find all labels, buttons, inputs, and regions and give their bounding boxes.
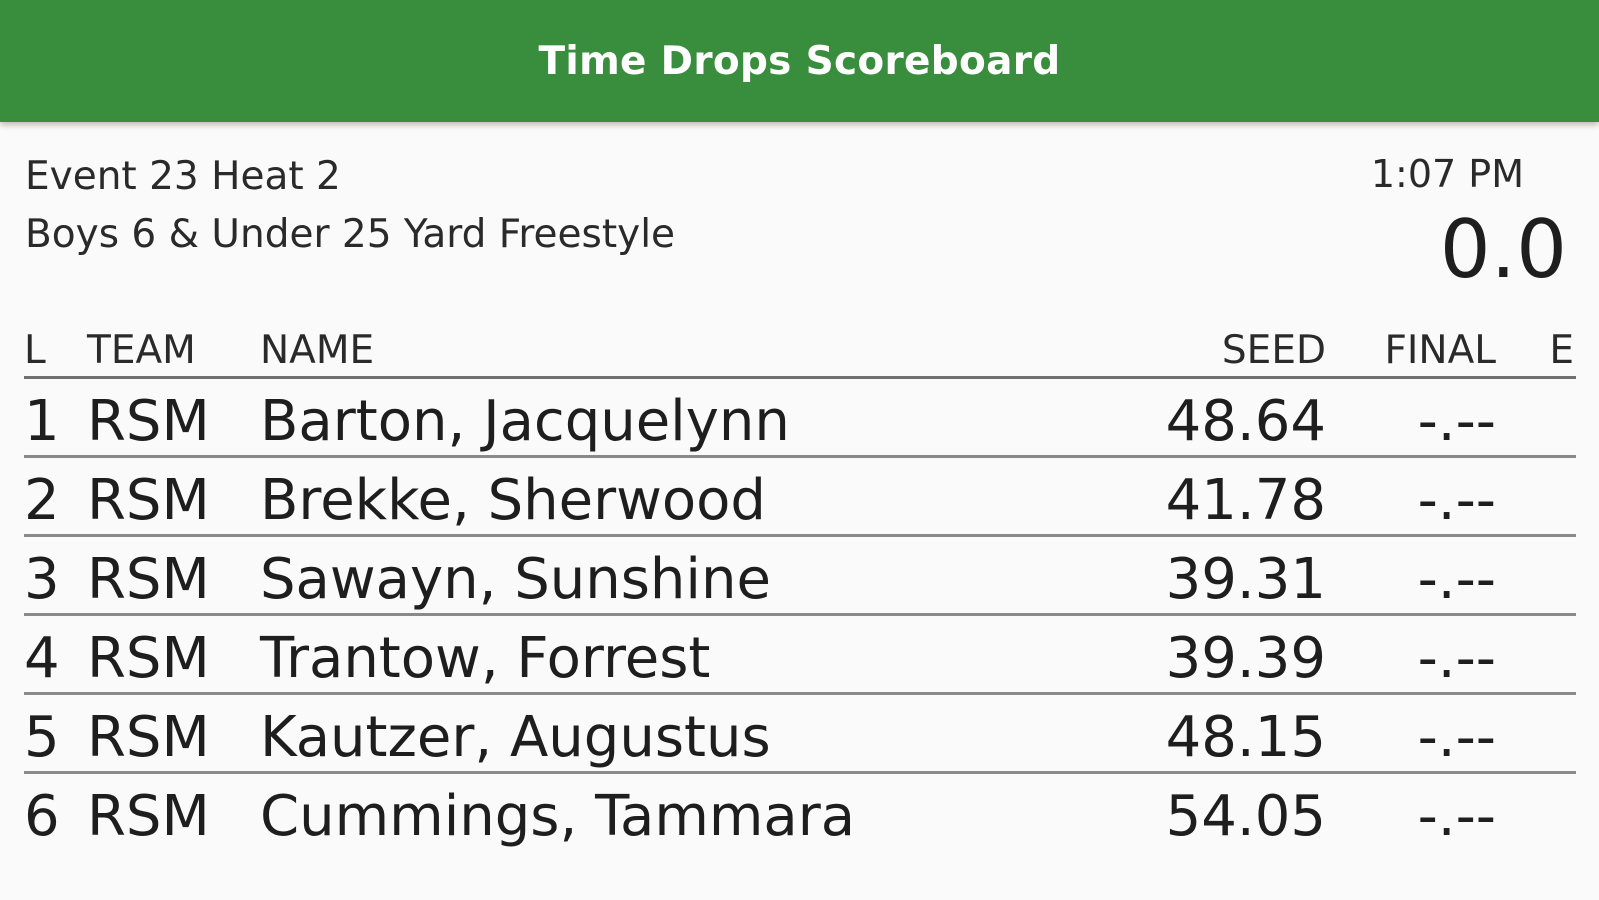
header-team: TEAM bbox=[87, 328, 196, 373]
header-lane: L bbox=[24, 328, 46, 373]
header-final: FINAL bbox=[1384, 328, 1496, 373]
lane-cell: 2 bbox=[24, 468, 60, 533]
swimmer-name-cell: Brekke, Sherwood bbox=[260, 468, 766, 533]
seed-time-cell: 39.31 bbox=[1165, 547, 1326, 612]
seed-time-cell: 48.64 bbox=[1165, 389, 1326, 454]
seed-time-cell: 39.39 bbox=[1165, 626, 1326, 691]
table-row: 2 RSM Brekke, Sherwood 41.78 -.-- bbox=[24, 458, 1576, 537]
team-cell: RSM bbox=[87, 626, 210, 691]
results-table: L TEAM NAME SEED FINAL E 1 RSM Barton, J… bbox=[24, 324, 1576, 850]
scoreboard-content: Event 23 Heat 2 Boys 6 & Under 25 Yard F… bbox=[0, 122, 1599, 900]
time-of-day: 1:07 PM bbox=[1370, 152, 1524, 196]
table-row: 3 RSM Sawayn, Sunshine 39.31 -.-- bbox=[24, 537, 1576, 616]
header-e: E bbox=[1549, 328, 1574, 373]
final-time-cell: -.-- bbox=[1417, 784, 1496, 849]
final-time-cell: -.-- bbox=[1417, 705, 1496, 770]
seed-time-cell: 54.05 bbox=[1165, 784, 1326, 849]
team-cell: RSM bbox=[87, 389, 210, 454]
seed-time-cell: 48.15 bbox=[1165, 705, 1326, 770]
table-row: 5 RSM Kautzer, Augustus 48.15 -.-- bbox=[24, 695, 1576, 774]
lane-cell: 1 bbox=[24, 389, 60, 454]
table-row: 1 RSM Barton, Jacquelynn 48.64 -.-- bbox=[24, 379, 1576, 458]
race-timer: 0.0 bbox=[1439, 203, 1567, 296]
team-cell: RSM bbox=[87, 784, 210, 849]
table-row: 6 RSM Cummings, Tammara 54.05 -.-- bbox=[24, 774, 1576, 850]
final-time-cell: -.-- bbox=[1417, 547, 1496, 612]
final-time-cell: -.-- bbox=[1417, 468, 1496, 533]
final-time-cell: -.-- bbox=[1417, 626, 1496, 691]
lane-cell: 5 bbox=[24, 705, 60, 770]
team-cell: RSM bbox=[87, 705, 210, 770]
lane-cell: 3 bbox=[24, 547, 60, 612]
lane-cell: 6 bbox=[24, 784, 60, 849]
event-name-label: Boys 6 & Under 25 Yard Freestyle bbox=[25, 212, 676, 257]
team-cell: RSM bbox=[87, 547, 210, 612]
app-title: Time Drops Scoreboard bbox=[538, 38, 1061, 84]
event-heat-label: Event 23 Heat 2 bbox=[25, 154, 341, 199]
team-cell: RSM bbox=[87, 468, 210, 533]
swimmer-name-cell: Cummings, Tammara bbox=[260, 784, 856, 849]
table-row: 4 RSM Trantow, Forrest 39.39 -.-- bbox=[24, 616, 1576, 695]
swimmer-name-cell: Kautzer, Augustus bbox=[260, 705, 771, 770]
final-time-cell: -.-- bbox=[1417, 389, 1496, 454]
app-bar: Time Drops Scoreboard bbox=[0, 0, 1599, 122]
lane-cell: 4 bbox=[24, 626, 60, 691]
table-header: L TEAM NAME SEED FINAL E bbox=[24, 324, 1576, 379]
swimmer-name-cell: Trantow, Forrest bbox=[260, 626, 711, 691]
seed-time-cell: 41.78 bbox=[1165, 468, 1326, 533]
header-name: NAME bbox=[260, 328, 375, 373]
swimmer-name-cell: Sawayn, Sunshine bbox=[260, 547, 771, 612]
swimmer-name-cell: Barton, Jacquelynn bbox=[260, 389, 790, 454]
header-seed: SEED bbox=[1221, 328, 1326, 373]
